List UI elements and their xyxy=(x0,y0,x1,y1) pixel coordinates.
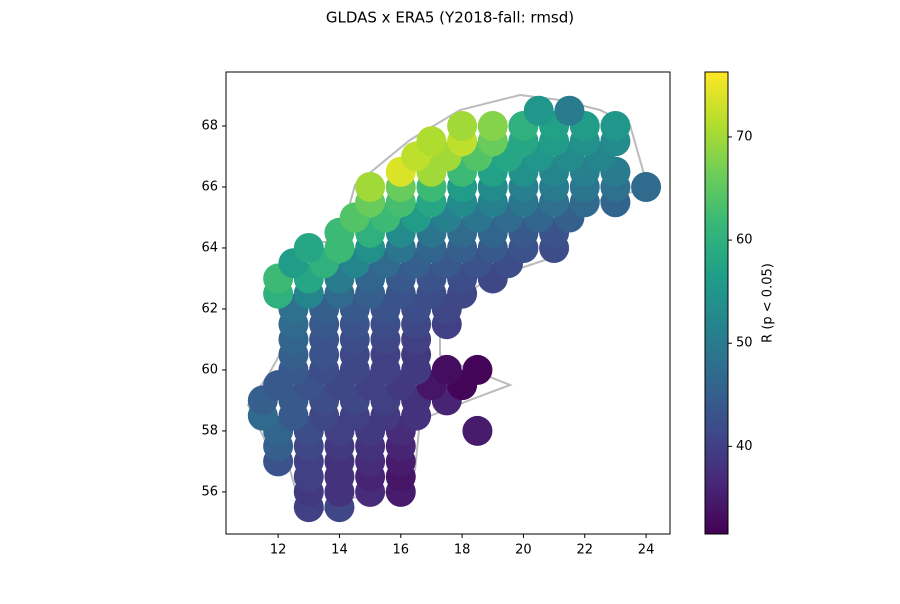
colorbar-tick-label: 50 xyxy=(736,336,753,351)
plot-frame xyxy=(225,71,671,535)
grid-cell-point xyxy=(631,171,662,202)
colorbar-tick-label: 70 xyxy=(736,129,753,144)
y-tick-label: 68 xyxy=(201,118,218,133)
grid-cell-point xyxy=(554,95,585,126)
grid-cell-point xyxy=(523,95,554,126)
grid-cell-point xyxy=(293,232,324,263)
chart-title: GLDAS x ERA5 (Y2018-fall: rmsd) xyxy=(326,9,574,27)
y-tick-label: 62 xyxy=(201,301,218,316)
grid-cell-point xyxy=(462,354,493,385)
y-tick-label: 58 xyxy=(201,423,218,438)
x-tick-label: 20 xyxy=(515,543,532,558)
y-tick-label: 56 xyxy=(201,484,218,499)
grid-cell-point xyxy=(477,110,508,141)
grid-cell-point xyxy=(431,354,462,385)
x-tick-label: 22 xyxy=(576,543,593,558)
grid-cell-point xyxy=(447,110,478,141)
grid-cell-point xyxy=(355,171,386,202)
x-tick-label: 14 xyxy=(331,543,348,558)
x-tick-label: 16 xyxy=(393,543,410,558)
colorbar-tick-label: 60 xyxy=(736,233,753,248)
y-tick-label: 64 xyxy=(201,240,218,255)
y-tick-label: 66 xyxy=(201,179,218,194)
y-tick-label: 60 xyxy=(201,362,218,377)
colorbar xyxy=(704,71,729,535)
grid-cell-point xyxy=(600,110,631,141)
x-tick-label: 18 xyxy=(454,543,471,558)
colorbar-tick-label: 40 xyxy=(736,439,753,454)
x-tick-label: 24 xyxy=(638,543,655,558)
x-tick-label: 12 xyxy=(270,543,287,558)
grid-cell-point xyxy=(416,126,447,157)
grid-cell-point xyxy=(462,415,493,446)
colorbar-label: R (p < 0.05) xyxy=(761,263,776,343)
